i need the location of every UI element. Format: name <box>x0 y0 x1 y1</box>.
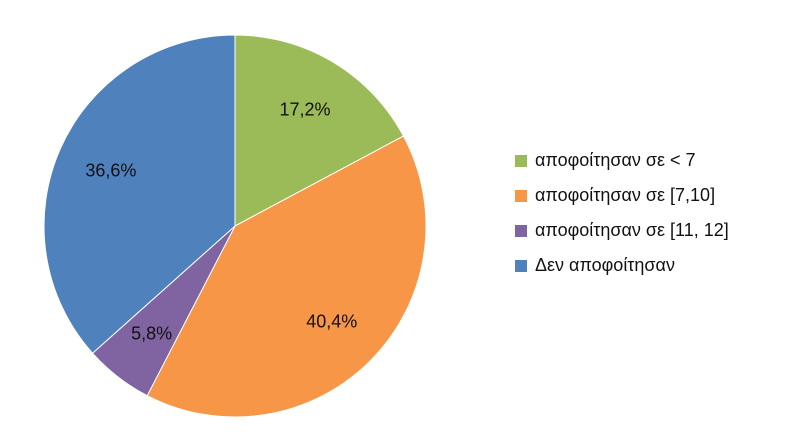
legend-swatch-2 <box>515 189 527 202</box>
legend-item-1: αποφοίτησαν σε < 7 <box>515 150 729 171</box>
legend: αποφοίτησαν σε < 7 αποφοίτησαν σε [7,10]… <box>515 150 729 276</box>
legend-label-4: Δεν αποφοίτησαν <box>535 255 675 275</box>
legend-label-3: αποφοίτησαν σε [11, 12] <box>535 220 729 240</box>
slice-label-3: 5,8% <box>131 323 172 343</box>
legend-label-2: αποφοίτησαν σε [7,10] <box>535 185 716 205</box>
pie-slice-4 <box>43 34 236 354</box>
legend-item-2: αποφοίτησαν σε [7,10] <box>515 185 729 206</box>
legend-item-3: αποφοίτησαν σε [11, 12] <box>515 220 729 241</box>
slice-label-4: 36,6% <box>85 160 136 180</box>
pie-slice-2 <box>146 135 427 418</box>
legend-swatch-4 <box>515 259 527 272</box>
slice-label-1: 17,2% <box>279 99 330 119</box>
legend-swatch-3 <box>515 224 527 237</box>
legend-swatch-1 <box>515 154 527 167</box>
legend-item-4: Δεν αποφοίτησαν <box>515 255 729 276</box>
legend-label-1: αποφοίτησαν σε < 7 <box>535 150 696 170</box>
slice-label-2: 40,4% <box>306 312 357 332</box>
pie-slice-1 <box>234 34 405 227</box>
